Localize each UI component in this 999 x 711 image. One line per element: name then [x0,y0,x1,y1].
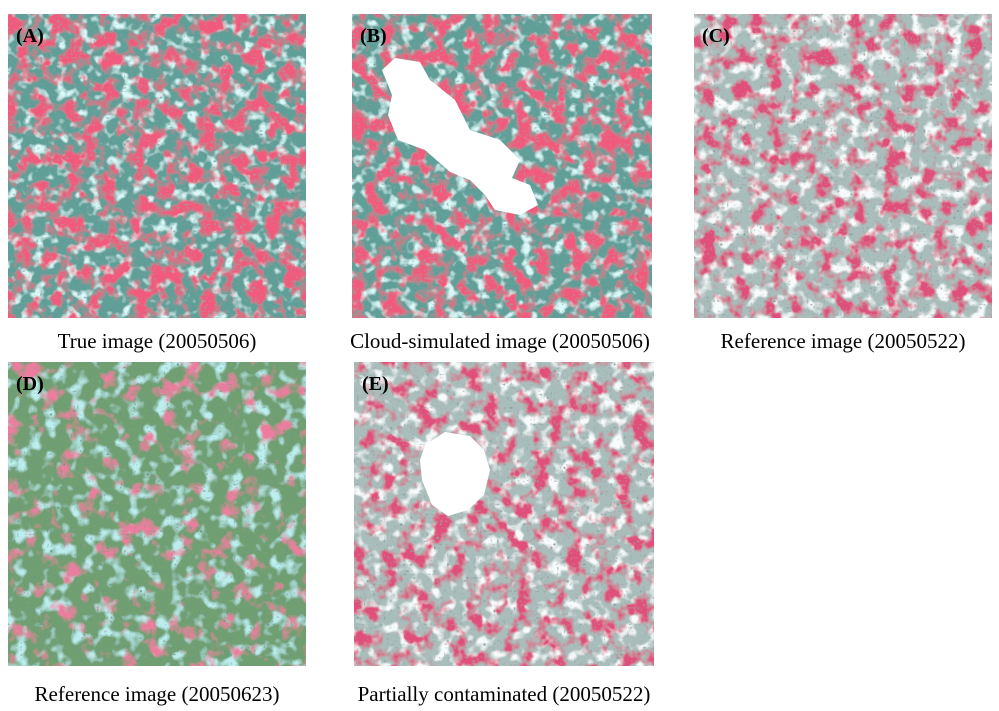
panel-caption: Reference image (20050623) [35,682,280,706]
panel: (D) Reference image (20050623) [8,362,306,706]
panel-label: (E) [362,373,389,395]
satellite-image [694,14,992,318]
panel-caption: Reference image (20050522) [721,329,966,353]
panel-caption: Partially contaminated (20050522) [358,682,651,706]
panel: (C) Reference image (20050522) [694,14,992,353]
satellite-image [8,362,306,666]
panel: (E) Partially contaminated (20050522) [354,362,654,706]
panel-label: (B) [360,25,387,47]
panel-label: (D) [16,373,44,395]
panel-caption: Cloud-simulated image (20050506) [350,329,650,353]
figure: (A) True image (20050506) (B) Cloud-simu… [0,0,999,711]
satellite-image [354,362,654,666]
panel: (A) True image (20050506) [8,14,306,353]
panel-label: (A) [16,25,44,47]
panel: (B) Cloud-simulated image (20050506) [350,14,652,353]
satellite-image [8,14,306,318]
panel-label: (C) [702,25,730,47]
panel-caption: True image (20050506) [58,329,257,353]
